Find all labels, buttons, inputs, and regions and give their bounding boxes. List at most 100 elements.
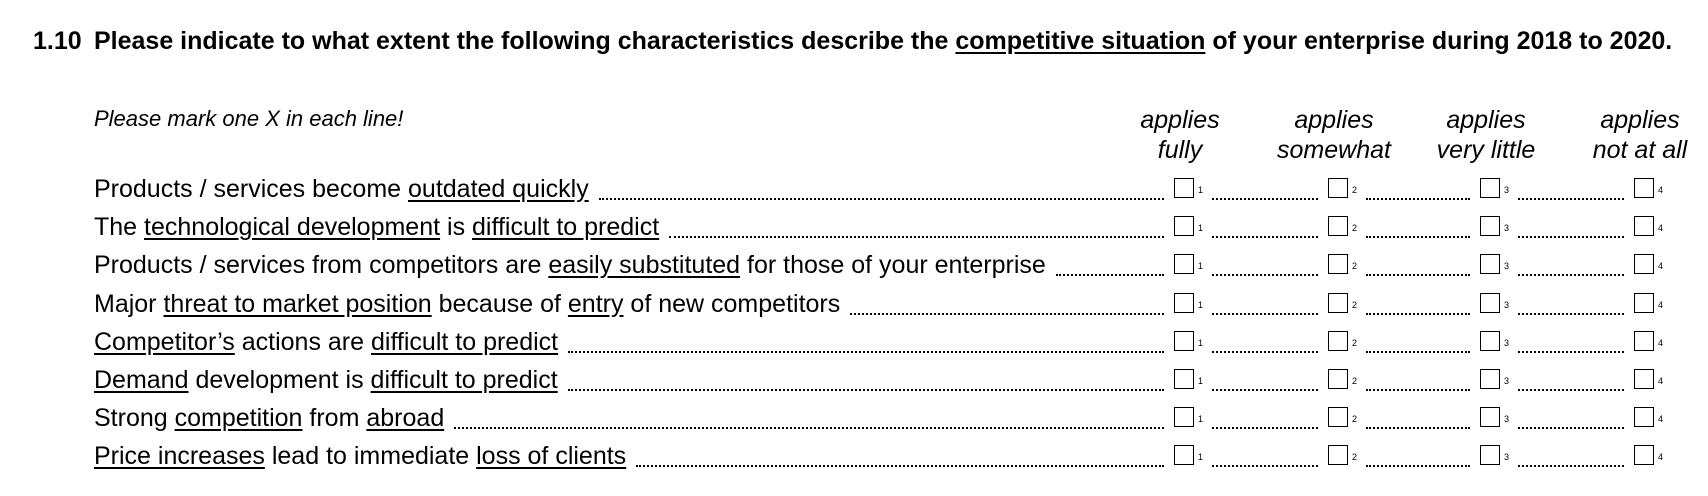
dotted-leader [1212,218,1318,239]
answer-checkbox[interactable] [1328,369,1348,389]
answer-code: 4 [1658,261,1664,272]
answer-checkbox[interactable] [1328,330,1348,351]
answer-code: 2 [1352,452,1358,463]
item-label: Price increases lead to immediate loss o… [94,441,626,471]
dotted-leader [1518,295,1624,315]
dotted-leader [454,409,1164,430]
underlined-phrase: Price increases [94,442,265,471]
answer-code: 4 [1658,337,1664,348]
answer-checkbox[interactable] [1174,178,1194,198]
question-item-row: Demand development is difficult to predi… [94,365,1674,395]
answer-checkbox[interactable] [1328,254,1348,275]
dotted-leader [1366,295,1470,315]
answer-checkbox[interactable] [1480,407,1500,428]
question-number: 1.10 [33,27,82,55]
answer-checkbox[interactable] [1634,330,1654,351]
column-header-line2: not at all [1592,136,1688,164]
answer-checkbox[interactable] [1634,369,1654,389]
answer-code: 2 [1352,337,1358,348]
answer-code: 3 [1504,337,1510,348]
underlined-phrase: entry [567,289,624,318]
answer-code: 2 [1352,223,1358,234]
text-phrase: Products / services become [94,175,409,203]
dotted-leader [1518,256,1624,277]
item-label: Demand development is difficult to predi… [94,365,558,395]
answer-checkbox[interactable] [1480,216,1500,237]
item-label: Strong competition from abroad [94,403,444,433]
dotted-leader [1366,218,1470,239]
answer-code: 1 [1198,261,1204,272]
answer-checkbox[interactable] [1480,254,1500,275]
text-phrase: Please indicate to what extent the follo… [94,27,956,55]
answer-checkbox[interactable] [1634,178,1654,198]
answer-checkbox[interactable] [1328,445,1348,466]
dotted-leader [1366,447,1470,468]
underlined-phrase: difficult to predict [370,327,559,356]
instruction-text: Please mark one X in each line! [94,106,404,131]
answer-checkbox[interactable] [1328,407,1348,428]
column-header-line1: applies [1446,106,1526,134]
dotted-leader [850,295,1164,315]
underlined-phrase: loss of clients [476,442,627,471]
answer-checkbox[interactable] [1328,292,1348,313]
underlined-phrase: Demand [94,366,189,394]
text-phrase: for those of your enterprise [740,251,1046,280]
answer-checkbox[interactable] [1174,292,1194,313]
dotted-leader [1366,180,1470,200]
text-phrase: development is [188,366,371,394]
answer-checkbox[interactable] [1634,445,1654,466]
question-item-row: Strong competition from abroad 1 2 3 4 [94,403,1674,433]
answer-code: 4 [1658,452,1664,463]
dotted-leader [1212,371,1318,391]
dotted-leader [1518,447,1624,468]
answer-checkbox[interactable] [1328,178,1348,198]
dotted-leader [1212,409,1318,430]
dotted-leader [1518,371,1624,391]
item-label: Major threat to market position because … [94,289,840,319]
underlined-phrase: abroad [366,404,445,433]
answer-code: 1 [1198,337,1204,348]
answer-checkbox[interactable] [1174,254,1194,275]
dotted-leader [1212,295,1318,315]
text-phrase: Major [94,289,164,318]
underlined-phrase: competitive situation [955,27,1206,55]
answer-checkbox[interactable] [1480,445,1500,466]
answer-code: 4 [1658,223,1664,234]
answer-checkbox[interactable] [1480,330,1500,351]
answer-checkbox[interactable] [1174,216,1194,237]
dotted-leader [1212,256,1318,277]
answer-checkbox[interactable] [1634,407,1654,428]
answer-code: 2 [1352,299,1358,310]
answer-checkbox[interactable] [1480,178,1500,198]
answer-code: 4 [1658,414,1664,425]
underlined-phrase: outdated quickly [408,175,589,203]
answer-code: 1 [1198,376,1204,386]
dotted-leader [1212,180,1318,200]
dotted-leader [1518,409,1624,430]
answer-checkbox[interactable] [1480,292,1500,313]
dotted-leader [669,218,1164,239]
item-label: The technological development is difficu… [94,212,659,242]
answer-checkbox[interactable] [1174,369,1194,389]
answer-checkbox[interactable] [1174,330,1194,351]
dotted-leader [1366,333,1470,353]
answer-checkbox[interactable] [1480,369,1500,389]
answer-checkbox[interactable] [1634,292,1654,313]
answer-code: 1 [1198,299,1204,310]
answer-code: 3 [1504,299,1510,310]
dotted-leader [1055,256,1164,277]
answer-checkbox[interactable] [1634,216,1654,237]
answer-checkbox[interactable] [1634,254,1654,275]
column-header-line1: applies [1600,106,1680,134]
column-header: applies somewhat [1244,105,1424,165]
item-label: Products / services from competitors are… [94,250,1046,280]
answer-checkbox[interactable] [1174,445,1194,466]
column-header-line2: very little [1436,136,1536,164]
question-text: Please indicate to what extent the follo… [94,26,1674,56]
answer-checkbox[interactable] [1328,216,1348,237]
dotted-leader [1212,447,1318,468]
underlined-phrase: easily substituted [548,251,741,280]
column-header-line1: applies [1140,106,1220,134]
answer-checkbox[interactable] [1174,407,1194,428]
answer-code: 4 [1658,299,1664,310]
